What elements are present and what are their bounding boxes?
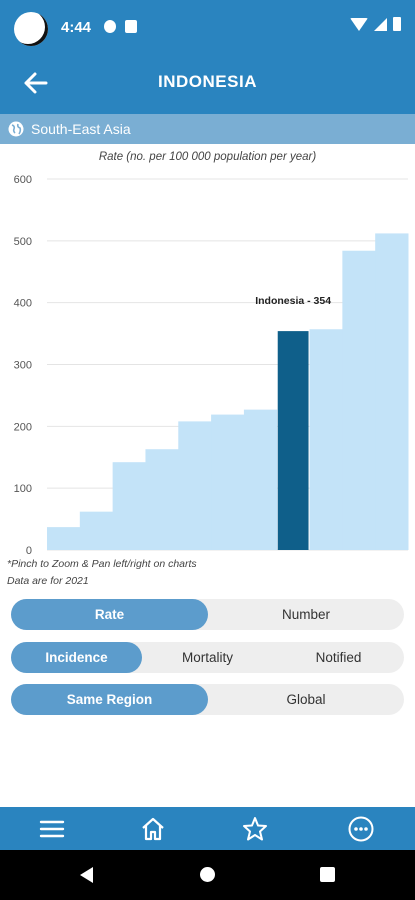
status-avatar [14,12,48,46]
page-title: INDONESIA [158,72,257,91]
y-tick-label: 500 [14,236,32,248]
scope-toggle: Same Region Global [11,684,404,715]
notification-icon [104,20,116,33]
data-year-note: Data are for 2021 [7,575,89,587]
y-tick-label: 300 [14,360,32,372]
highlight-data-label: Indonesia - 354 [255,295,331,307]
bar[interactable] [79,511,114,550]
menu-icon[interactable] [38,815,66,843]
region-bar: South-East Asia [0,114,415,144]
status-time: 4:44 [61,19,92,36]
system-back-icon[interactable] [80,867,93,883]
system-home-icon[interactable] [200,867,215,882]
y-tick-label: 100 [14,483,32,495]
system-nav-bar [0,850,415,900]
bar-highlighted[interactable] [277,331,309,550]
toggle-same-region[interactable]: Same Region [11,684,208,715]
bar[interactable] [375,233,409,550]
chart-title: Rate (no. per 100 000 population per yea… [98,151,317,163]
toggle-mortality[interactable]: Mortality [181,650,233,665]
y-tick-label: 200 [14,421,32,433]
indicator-toggle: Incidence Mortality Notified [11,642,404,673]
bar[interactable] [145,449,179,550]
bar[interactable] [243,409,278,550]
toggle-global[interactable]: Global [286,692,326,707]
toggle-notified[interactable]: Notified [315,650,362,665]
system-recents-icon[interactable] [320,867,335,882]
toggle-number[interactable]: Number [281,607,330,622]
bar-chart: 0 100 200 300 400 500 600 Indonesia - 354 [14,174,409,557]
measure-toggle: Rate Number [11,599,404,630]
toggle-incidence[interactable]: Incidence [11,642,142,673]
star-icon[interactable] [241,815,269,843]
wifi-icon [350,17,368,31]
bar[interactable] [211,414,245,550]
status-bar: 4:44 [0,0,415,54]
bar[interactable] [112,462,146,550]
y-tick-label: 400 [14,298,32,310]
bottom-nav [0,807,415,850]
bar[interactable] [47,527,81,550]
more-icon[interactable] [347,815,375,843]
app-bar: INDONESIA [0,54,415,114]
bar[interactable] [342,250,376,550]
chart-area[interactable]: 0 100 200 300 400 500 600 Indonesia - 354 Rate … [0,144,415,564]
sd-card-icon [125,20,137,33]
region-label: South-East Asia [31,121,131,137]
bar[interactable] [178,421,212,550]
y-tick-label: 600 [14,174,32,186]
back-arrow-icon[interactable] [18,66,52,100]
battery-icon [393,17,401,31]
bar[interactable] [309,329,343,550]
zoom-hint: *Pinch to Zoom & Pan left/right on chart… [7,558,197,570]
globe-icon [8,121,24,137]
home-icon[interactable] [139,815,167,843]
toggle-rate[interactable]: Rate [11,599,208,630]
y-tick-label: 0 [26,545,32,557]
signal-icon [374,17,387,31]
